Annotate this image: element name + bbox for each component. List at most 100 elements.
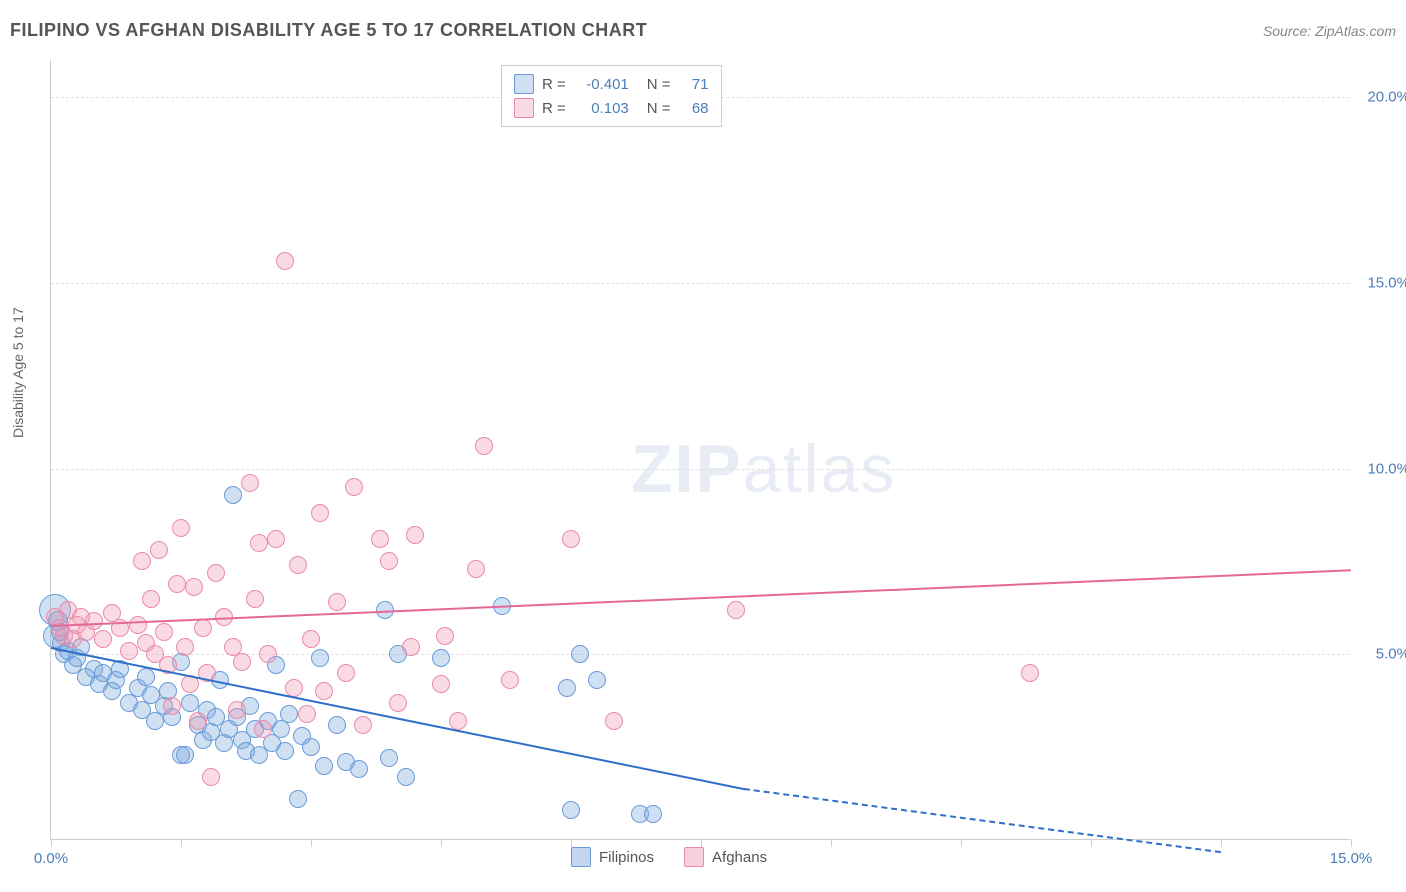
scatter-point (328, 716, 346, 734)
scatter-point (181, 694, 199, 712)
scatter-point (558, 679, 576, 697)
scatter-point (185, 578, 203, 596)
scatter-point (163, 697, 181, 715)
stats-row: R =-0.401N =71 (514, 72, 709, 96)
scatter-point (605, 712, 623, 730)
gridline-horizontal (51, 283, 1350, 284)
scatter-point (276, 742, 294, 760)
scatter-point (207, 564, 225, 582)
y-tick-label: 5.0% (1355, 646, 1406, 663)
scatter-point (94, 630, 112, 648)
scatter-point (189, 712, 207, 730)
r-label: R = (542, 76, 566, 93)
scatter-point (328, 593, 346, 611)
scatter-point (280, 705, 298, 723)
legend-swatch (571, 847, 591, 867)
scatter-point (224, 486, 242, 504)
bottom-legend: Filipinos Afghans (571, 847, 767, 867)
x-tick-label: 15.0% (1330, 850, 1373, 867)
scatter-point (337, 664, 355, 682)
scatter-point (727, 601, 745, 619)
scatter-point (133, 552, 151, 570)
scatter-point (406, 526, 424, 544)
x-tick (181, 839, 182, 847)
scatter-point (254, 720, 272, 738)
chart-header: FILIPINO VS AFGHAN DISABILITY AGE 5 TO 1… (10, 20, 1396, 41)
scatter-point (449, 712, 467, 730)
source-prefix: Source: (1263, 23, 1315, 39)
scatter-point (354, 716, 372, 734)
source-name: ZipAtlas.com (1315, 23, 1396, 39)
scatter-point (501, 671, 519, 689)
scatter-point (389, 694, 407, 712)
scatter-point (380, 749, 398, 767)
trend-line-dashed (744, 788, 1221, 853)
scatter-point (246, 590, 264, 608)
x-tick (51, 839, 52, 847)
x-tick (1351, 839, 1352, 847)
scatter-point (142, 590, 160, 608)
r-label: R = (542, 100, 566, 117)
scatter-point (259, 645, 277, 663)
scatter-point (562, 530, 580, 548)
stats-row: R =0.103N =68 (514, 96, 709, 120)
r-value: 0.103 (574, 100, 629, 117)
legend-item: Afghans (684, 847, 767, 867)
scatter-point (194, 619, 212, 637)
scatter-point (120, 642, 138, 660)
legend-swatch (684, 847, 704, 867)
x-tick (441, 839, 442, 847)
x-tick (961, 839, 962, 847)
scatter-point (155, 623, 173, 641)
y-tick-label: 10.0% (1355, 460, 1406, 477)
scatter-point (315, 757, 333, 775)
x-tick-label: 0.0% (34, 850, 68, 867)
legend-label: Afghans (712, 849, 767, 866)
scatter-point (172, 519, 190, 537)
legend-swatch (514, 74, 534, 94)
n-value: 71 (679, 76, 709, 93)
scatter-point (1021, 664, 1039, 682)
scatter-point (350, 760, 368, 778)
scatter-point (402, 638, 420, 656)
n-label: N = (647, 100, 671, 117)
scatter-point (436, 627, 454, 645)
gridline-horizontal (51, 469, 1350, 470)
scatter-point (588, 671, 606, 689)
scatter-point (250, 534, 268, 552)
scatter-point (129, 616, 147, 634)
legend-item: Filipinos (571, 847, 654, 867)
scatter-point (289, 790, 307, 808)
scatter-point (345, 478, 363, 496)
scatter-point (276, 252, 294, 270)
scatter-point (176, 746, 194, 764)
scatter-point (311, 504, 329, 522)
scatter-point (233, 653, 251, 671)
scatter-point (302, 630, 320, 648)
scatter-point (289, 556, 307, 574)
scatter-point (150, 541, 168, 559)
chart-title: FILIPINO VS AFGHAN DISABILITY AGE 5 TO 1… (10, 20, 647, 41)
scatter-point (302, 738, 320, 756)
scatter-point (85, 612, 103, 630)
scatter-point (467, 560, 485, 578)
scatter-point (644, 805, 662, 823)
scatter-point (267, 530, 285, 548)
n-label: N = (647, 76, 671, 93)
scatter-point (380, 552, 398, 570)
scatter-point (176, 638, 194, 656)
stats-legend-box: R =-0.401N =71R =0.103N =68 (501, 65, 722, 127)
legend-label: Filipinos (599, 849, 654, 866)
scatter-point (202, 768, 220, 786)
scatter-point (475, 437, 493, 455)
scatter-point (285, 679, 303, 697)
y-tick-label: 15.0% (1355, 274, 1406, 291)
scatter-point (298, 705, 316, 723)
scatter-point (432, 675, 450, 693)
x-tick (1221, 839, 1222, 847)
x-tick (701, 839, 702, 847)
y-axis-label: Disability Age 5 to 17 (10, 307, 26, 438)
x-tick (831, 839, 832, 847)
x-tick (1091, 839, 1092, 847)
scatter-point (241, 474, 259, 492)
